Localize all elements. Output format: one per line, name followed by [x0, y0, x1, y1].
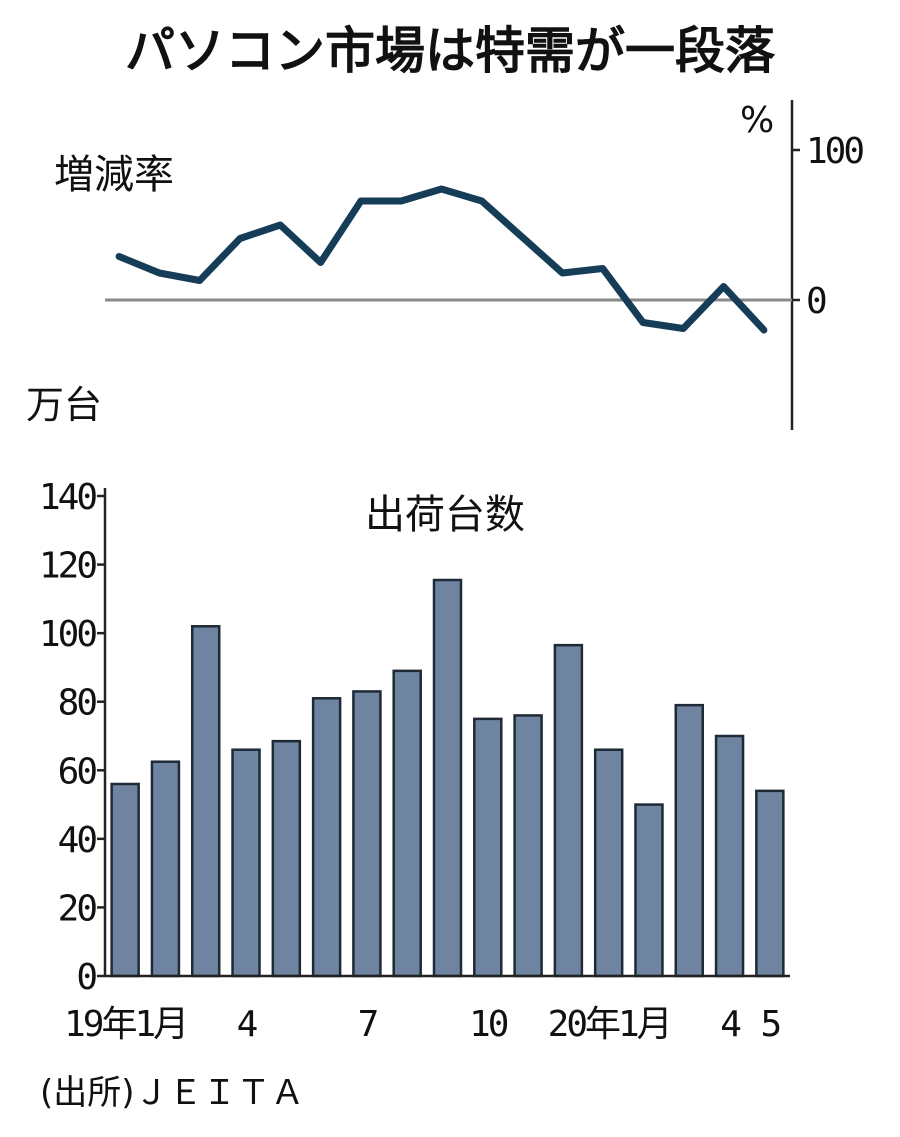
top-y-tick-label: 0 [806, 281, 826, 322]
bottom-y-tick-label: 120 [39, 546, 96, 587]
x-tick-label: 7 [358, 1004, 377, 1045]
shipment-bar [513, 714, 543, 978]
shipment-bar [392, 669, 422, 978]
x-tick-labels: 19年1月 4 7 10 20年1月 4 5 [64, 1004, 782, 1045]
shipment-bar [634, 803, 664, 978]
x-tick-label: 20年1月 [548, 1004, 670, 1045]
shipment-bar [473, 717, 503, 978]
bottom-y-tick-label: 20 [58, 888, 97, 929]
source-note: (出所)ＪＥＩＴＡ [40, 1073, 305, 1113]
shipment-bar [190, 625, 221, 978]
x-tick-label: 5 [761, 1004, 780, 1045]
bottom-y-tick-label: 140 [39, 477, 96, 518]
shipment-bar [714, 734, 745, 978]
shipment-bar [553, 643, 584, 978]
bottom-y-tick-label: 100 [39, 614, 96, 655]
bottom-y-tick-label: 80 [58, 683, 97, 724]
top-chart-label: 増減率 [54, 152, 174, 198]
x-tick-label: 4 [237, 1004, 257, 1045]
bottom-chart-unit: 万台 [26, 383, 102, 427]
top-y-tick-label: 100 [806, 131, 863, 172]
top-chart-unit: % [740, 100, 774, 141]
shipment-bar [593, 748, 624, 978]
bottom-y-ticks: 0 20 40 60 80 100 120 140 [39, 477, 105, 998]
shipment-bar [311, 697, 342, 978]
shipment-bar [755, 789, 785, 978]
x-tick-label: 4 [720, 1004, 740, 1045]
rate-series-line [115, 185, 768, 334]
shipment-bar [352, 690, 382, 978]
shipment-bar [432, 578, 463, 978]
top-y-ticks: 0 100 [792, 131, 866, 322]
x-tick-label: 19年1月 [64, 1004, 186, 1045]
shipment-bar [271, 739, 302, 978]
shipment-bar [150, 760, 181, 978]
bottom-y-tick-label: 60 [58, 751, 97, 792]
bottom-chart-label: 出荷台数 [365, 492, 525, 538]
shipment-bars [110, 578, 785, 978]
bottom-y-tick-label: 40 [58, 820, 97, 861]
shipment-bar [674, 703, 705, 978]
shipment-bar [110, 782, 140, 978]
chart-title: パソコン市場は特需が一段落 [125, 22, 776, 80]
bottom-y-tick-label: 0 [76, 957, 96, 998]
x-tick-label: 10 [469, 1004, 508, 1045]
shipment-bar [231, 748, 261, 978]
